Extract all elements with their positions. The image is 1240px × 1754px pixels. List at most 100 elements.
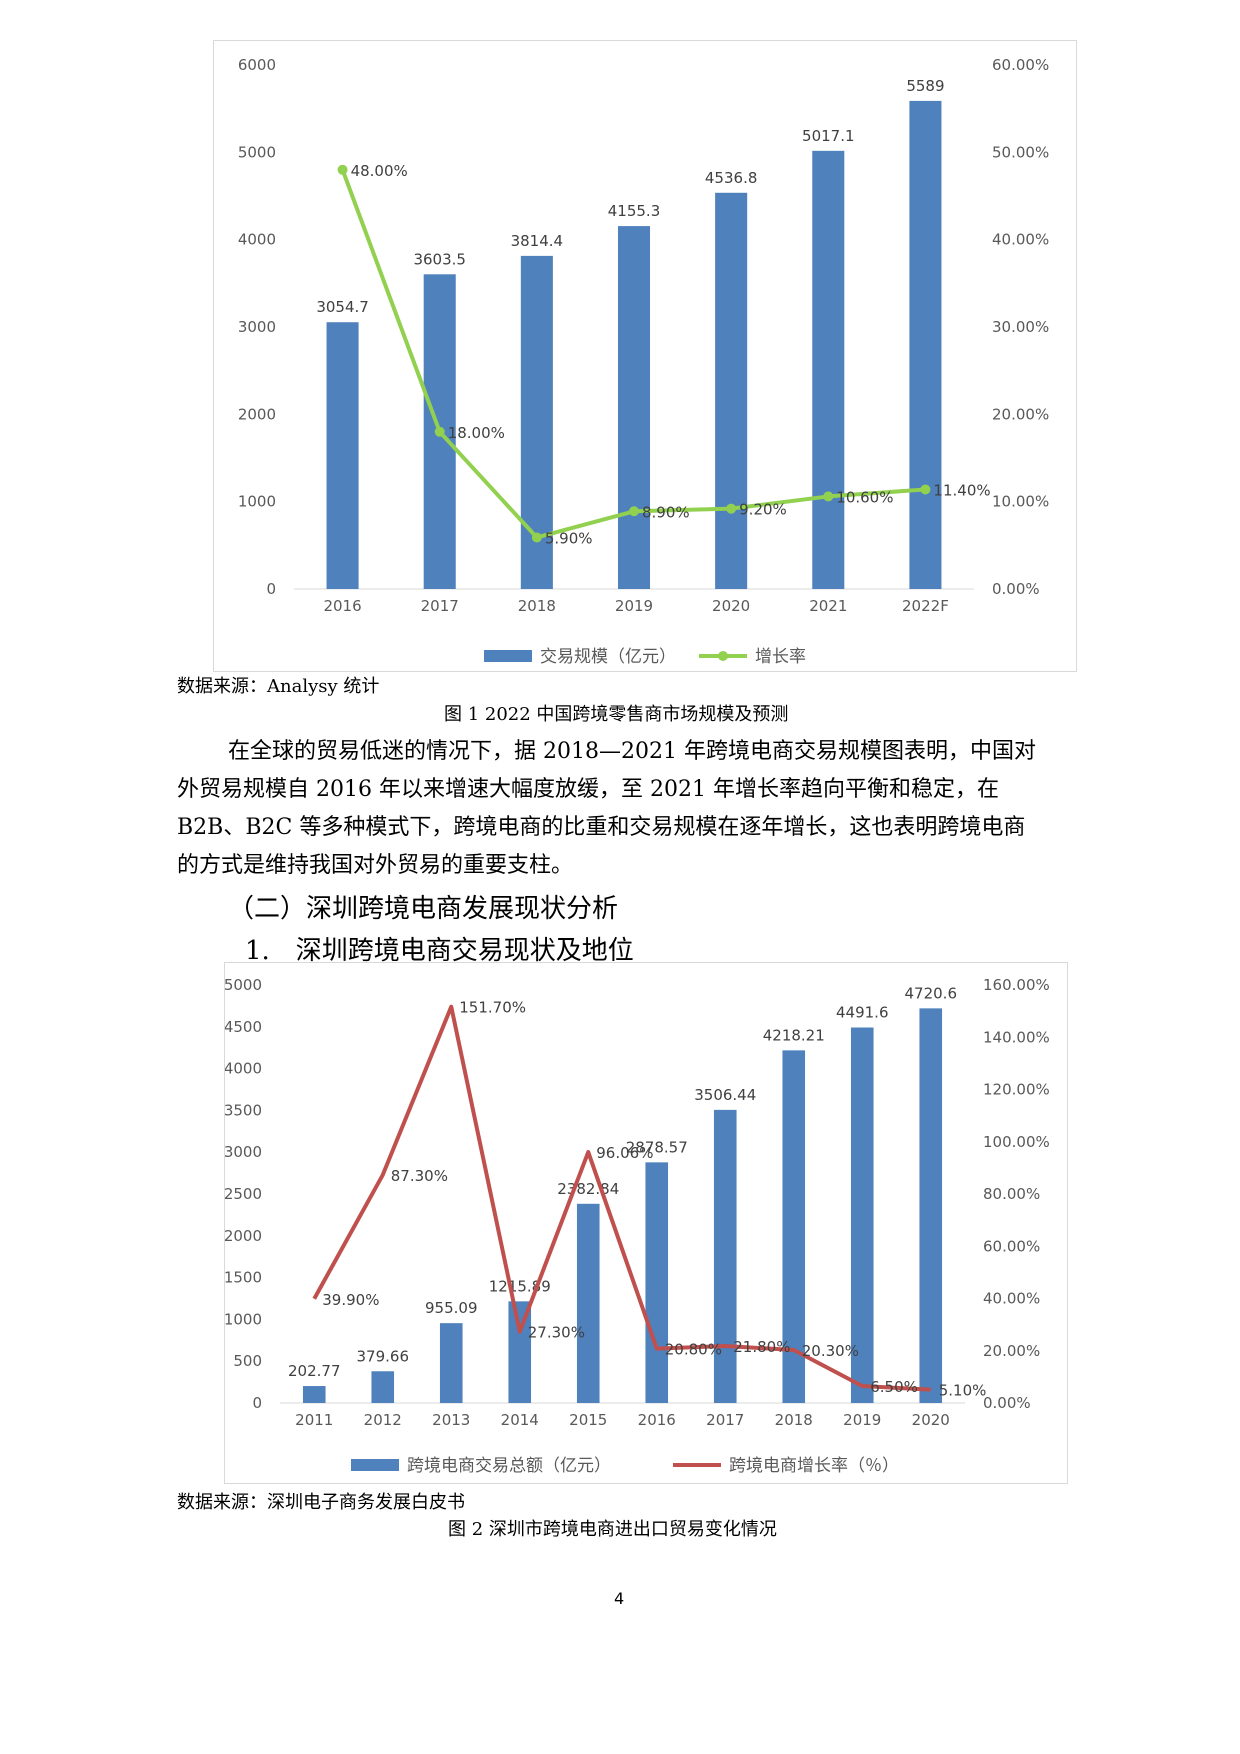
y-left-tick-label: 3500 bbox=[225, 1101, 262, 1119]
x-tick-label: 2020 bbox=[912, 1411, 950, 1429]
bar bbox=[715, 192, 748, 589]
y-left-tick-label: 2000 bbox=[225, 1227, 262, 1245]
line-value-label: 20.80% bbox=[665, 1341, 722, 1359]
y-left-tick-label: 5000 bbox=[238, 143, 276, 161]
y-left-tick-label: 4000 bbox=[225, 1060, 262, 1078]
line-value-label: 39.90% bbox=[322, 1291, 379, 1309]
bar-value-label: 955.09 bbox=[425, 1299, 478, 1317]
y-right-tick-label: 140.00% bbox=[983, 1028, 1050, 1046]
paragraph-line-2: 外贸易规模自 2016 年以来增速大幅度放缓，至 2021 年增长率趋向平衡和稳… bbox=[177, 777, 999, 802]
x-tick-label: 2014 bbox=[501, 1411, 539, 1429]
bar-value-label: 3506.44 bbox=[694, 1086, 756, 1104]
y-right-tick-label: 120.00% bbox=[983, 1081, 1050, 1099]
bar bbox=[371, 1371, 395, 1403]
bar bbox=[576, 1203, 600, 1403]
bar bbox=[617, 226, 651, 589]
line-value-label: 5.10% bbox=[939, 1382, 987, 1400]
line-point bbox=[920, 484, 931, 495]
line-value-label: 8.90% bbox=[642, 503, 690, 521]
bar-value-label: 3603.5 bbox=[413, 250, 466, 268]
y-right-tick-label: 100.00% bbox=[983, 1133, 1050, 1151]
legend-bar-swatch bbox=[351, 1459, 399, 1471]
bar-value-label: 2878.57 bbox=[626, 1138, 688, 1156]
y-right-tick-label: 0.00% bbox=[983, 1394, 1031, 1412]
bar bbox=[645, 1162, 669, 1403]
line-value-label: 21.80% bbox=[733, 1338, 790, 1356]
y-right-tick-label: 40.00% bbox=[992, 231, 1049, 249]
line-point bbox=[337, 164, 348, 175]
bar-value-label: 4218.21 bbox=[763, 1026, 825, 1044]
legend-line-label: 增长率 bbox=[755, 647, 806, 667]
bar-value-label: 4536.8 bbox=[705, 169, 758, 187]
x-tick-label: 2018 bbox=[518, 597, 556, 615]
y-left-tick-label: 3000 bbox=[225, 1143, 262, 1161]
legend-bar-label: 跨境电商交易总额（亿元） bbox=[407, 1456, 611, 1476]
paragraph-line-1: 在全球的贸易低迷的情况下，据 2018—2021 年跨境电商交易规模图表明，中国… bbox=[228, 739, 1036, 764]
chart-1-source: 数据来源：Analysy 统计 bbox=[177, 676, 380, 697]
bar-value-label: 3814.4 bbox=[511, 232, 564, 250]
y-right-tick-label: 160.00% bbox=[983, 976, 1050, 994]
y-right-tick-label: 10.00% bbox=[992, 493, 1049, 511]
y-right-tick-label: 0.00% bbox=[992, 580, 1040, 598]
bar-value-label: 5017.1 bbox=[802, 127, 855, 145]
bar-value-label: 4491.6 bbox=[836, 1004, 889, 1022]
line-value-label: 48.00% bbox=[351, 162, 408, 180]
y-left-tick-label: 5000 bbox=[225, 976, 262, 994]
y-right-tick-label: 20.00% bbox=[992, 405, 1049, 423]
x-tick-label: 2017 bbox=[421, 597, 459, 615]
bar bbox=[439, 1323, 463, 1403]
bar-value-label: 5589 bbox=[906, 77, 944, 95]
x-tick-label: 2015 bbox=[569, 1411, 607, 1429]
bar bbox=[782, 1050, 806, 1403]
x-tick-label: 2018 bbox=[775, 1411, 813, 1429]
bar bbox=[508, 1301, 532, 1403]
line-point bbox=[726, 503, 737, 514]
chart-1: 0 1000 2000 3000 4000 5000 6000 0.00% 10.00% 20.0… bbox=[238, 56, 1049, 667]
y-right-tick-label: 60.00% bbox=[992, 56, 1049, 74]
chart-2-caption: 图 2 深圳市跨境电商进出口贸易变化情况 bbox=[448, 1519, 777, 1540]
x-tick-label: 2021 bbox=[809, 597, 847, 615]
y-right-tick-label: 60.00% bbox=[983, 1237, 1040, 1255]
legend-bar-swatch bbox=[484, 650, 532, 662]
bar bbox=[919, 1008, 943, 1403]
y-right-tick-label: 40.00% bbox=[983, 1290, 1040, 1308]
bar-value-label: 4720.6 bbox=[905, 984, 958, 1002]
y-left-tick-label: 4000 bbox=[238, 231, 276, 249]
legend-bar-label: 交易规模（亿元） bbox=[540, 647, 676, 667]
line-value-label: 20.30% bbox=[802, 1342, 859, 1360]
line-value-label: 151.70% bbox=[459, 999, 526, 1017]
line-point bbox=[629, 506, 639, 517]
line-value-label: 96.06% bbox=[596, 1144, 653, 1162]
bar bbox=[850, 1027, 874, 1403]
page-number: 4 bbox=[614, 1589, 625, 1608]
y-left-tick-label: 1500 bbox=[225, 1269, 262, 1287]
paragraph-line-4: 的方式是维持我国对外贸易的重要支柱。 bbox=[177, 853, 574, 878]
line-value-label: 87.30% bbox=[391, 1167, 448, 1185]
line-point bbox=[434, 426, 445, 437]
chart-1-frame: 0 1000 2000 3000 4000 5000 6000 0.00% 10.00% 20.0… bbox=[213, 40, 1077, 672]
y-left-tick-label: 2500 bbox=[225, 1185, 262, 1203]
line-value-label: 11.40% bbox=[933, 481, 990, 499]
x-tick-label: 2022F bbox=[902, 597, 949, 615]
chart-1-caption: 图 1 2022 中国跨境零售商市场规模及预测 bbox=[444, 704, 789, 725]
bar bbox=[302, 1386, 326, 1403]
legend-line-marker bbox=[718, 651, 728, 661]
bar bbox=[326, 322, 359, 589]
y-left-tick-label: 500 bbox=[233, 1352, 262, 1370]
x-tick-label: 2020 bbox=[712, 597, 750, 615]
y-left-tick-label: 1000 bbox=[238, 493, 276, 511]
line-value-label: 27.30% bbox=[528, 1324, 585, 1342]
bar-value-label: 2382.84 bbox=[557, 1180, 619, 1198]
y-left-tick-label: 4500 bbox=[225, 1018, 262, 1036]
x-tick-label: 2017 bbox=[706, 1411, 744, 1429]
x-tick-label: 2016 bbox=[638, 1411, 676, 1429]
section-heading: （二）深圳跨境电商发展现状分析 bbox=[228, 894, 619, 924]
y-right-tick-label: 20.00% bbox=[983, 1342, 1040, 1360]
x-tick-label: 2012 bbox=[364, 1411, 402, 1429]
bar-value-label: 3054.7 bbox=[316, 298, 369, 316]
paragraph-line-3: B2B、B2C 等多种模式下，跨境电商的比重和交易规模在逐年增长，这也表明跨境电… bbox=[177, 815, 1026, 840]
y-left-tick-label: 3000 bbox=[238, 318, 276, 336]
chart-2: 0 500 1000 1500 2000 2500 3000 3500 4000 4500 5000… bbox=[225, 976, 1050, 1476]
y-left-tick-label: 0 bbox=[266, 580, 276, 598]
x-tick-label: 2011 bbox=[295, 1411, 333, 1429]
